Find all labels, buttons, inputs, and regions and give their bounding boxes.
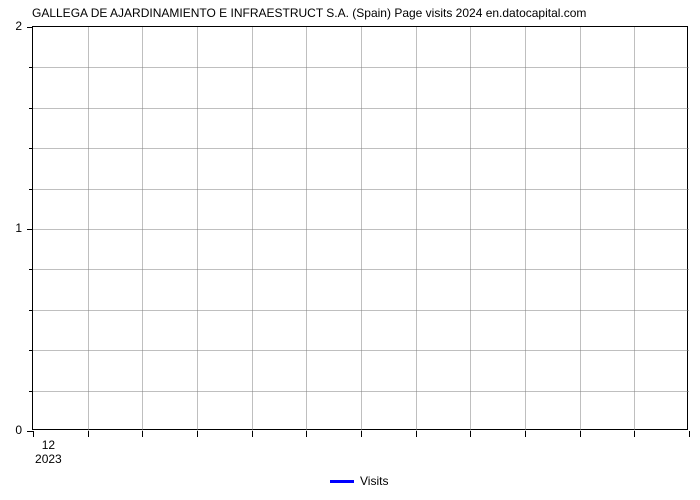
y-tick-label: 1 bbox=[0, 221, 22, 235]
y-tick-label: 0 bbox=[0, 423, 22, 437]
grid-line-horizontal bbox=[33, 229, 689, 230]
x-tick bbox=[470, 431, 471, 437]
x-tick bbox=[361, 431, 362, 437]
grid-line-horizontal-minor bbox=[33, 350, 689, 351]
grid-line-horizontal-minor bbox=[33, 189, 689, 190]
chart-container: GALLEGA DE AJARDINAMIENTO E INFRAESTRUCT… bbox=[0, 0, 700, 500]
legend-swatch bbox=[330, 480, 354, 483]
x-sub-label: 2023 bbox=[35, 452, 62, 466]
chart-title: GALLEGA DE AJARDINAMIENTO E INFRAESTRUCT… bbox=[32, 6, 586, 20]
x-tick bbox=[142, 431, 143, 437]
y-tick-major bbox=[27, 431, 33, 432]
x-tick bbox=[580, 431, 581, 437]
y-tick-major bbox=[27, 229, 33, 230]
legend-label: Visits bbox=[360, 474, 388, 488]
x-tick bbox=[88, 431, 89, 437]
plot-area bbox=[32, 26, 688, 430]
x-tick bbox=[252, 431, 253, 437]
grid-line-horizontal-minor bbox=[33, 269, 689, 270]
grid-line-horizontal-minor bbox=[33, 108, 689, 109]
x-tick bbox=[306, 431, 307, 437]
grid-line-horizontal-minor bbox=[33, 310, 689, 311]
y-tick-major bbox=[27, 27, 33, 28]
grid-line-horizontal-minor bbox=[33, 67, 689, 68]
x-tick bbox=[525, 431, 526, 437]
x-tick-label: 12 bbox=[42, 438, 55, 452]
x-tick bbox=[634, 431, 635, 437]
y-tick-label: 2 bbox=[0, 19, 22, 33]
grid-line-horizontal-minor bbox=[33, 148, 689, 149]
x-tick bbox=[33, 431, 34, 437]
x-tick bbox=[197, 431, 198, 437]
legend: Visits bbox=[330, 474, 388, 488]
grid-line-horizontal-minor bbox=[33, 391, 689, 392]
x-tick bbox=[689, 431, 690, 437]
x-tick bbox=[416, 431, 417, 437]
